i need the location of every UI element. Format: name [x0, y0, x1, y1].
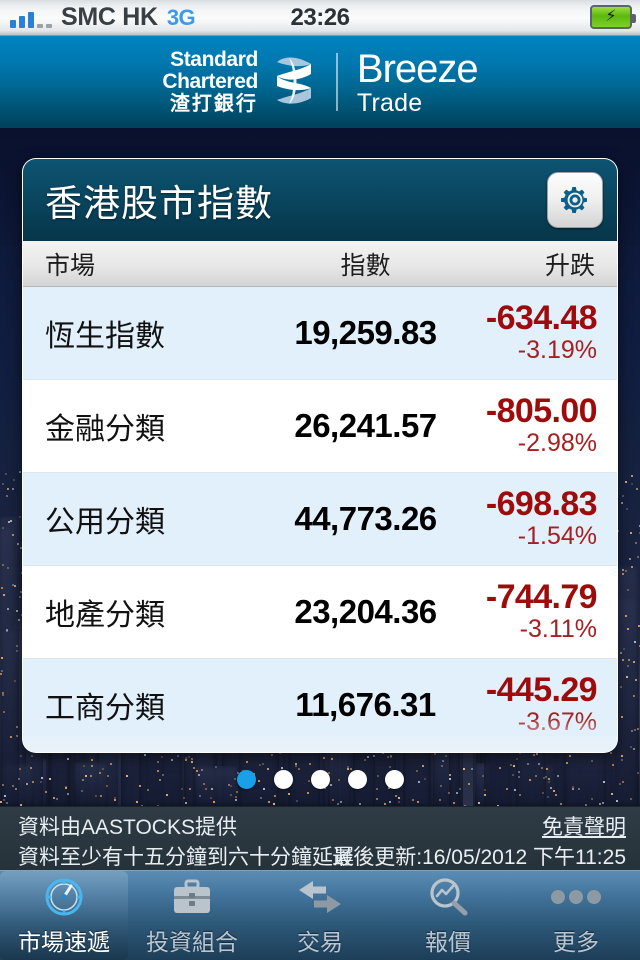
battery-charging-icon: ⚡: [590, 5, 636, 29]
tab-label: 報價: [425, 929, 471, 955]
footer-right: 免責聲明 最後更新:16/05/2012 下午11:25: [332, 813, 626, 873]
bank-name-line2: Chartered: [162, 69, 258, 93]
row-market-name: 公用分類: [45, 506, 165, 539]
signal-bars-icon: [10, 8, 52, 28]
row-change-value: -744.79: [485, 578, 598, 617]
indices-table: 恆生指數 19,259.83 -634.48 -3.19% 金融分類 26,241.57-…: [23, 287, 617, 752]
card-title-bar: 香港股市指數: [23, 159, 617, 241]
bottom-tab-bar: 市場速遞 投資組合 交易 報價 更多: [0, 870, 640, 960]
row-index-value: 26,241.57: [294, 407, 437, 444]
table-row[interactable]: 地產分類 23,204.36 -744.79 -3.11%: [23, 566, 617, 659]
row-change-percent: -3.11%: [519, 615, 597, 644]
column-header-change: 升跌: [544, 251, 595, 280]
table-row[interactable]: 恆生指數 19,259.83 -634.48 -3.19%: [23, 287, 617, 380]
gear-icon: [561, 187, 587, 213]
quote-search-icon: [426, 874, 470, 920]
bank-name-chinese: 渣打銀行: [169, 93, 258, 116]
status-bar-clock: 23:26: [290, 3, 350, 31]
product-name-line2: Trade: [356, 88, 423, 117]
settings-button[interactable]: [547, 172, 603, 228]
tab-label: 投資組合: [146, 929, 238, 955]
disclaimer-footer: 資料由AASTOCKS提供 資料至少有十五分鐘到六十分鐘延遲 免責聲明 最後更新…: [0, 806, 640, 870]
standard-chartered-mark-icon: [271, 52, 317, 112]
status-bar-right: ⚡: [590, 5, 636, 29]
row-index-value: 11,676.31: [295, 686, 436, 723]
page-title: 香港股市指數: [45, 183, 273, 224]
table-column-header: 市場 指數 升跌: [23, 241, 617, 287]
row-change-cell: -805.00 -2.98%: [473, 394, 617, 457]
row-change-percent: -1.54%: [517, 522, 597, 551]
tab-label: 市場速遞: [18, 929, 110, 955]
status-bar-left: SMC HK 3G: [0, 3, 196, 32]
briefcase-icon: [170, 874, 214, 920]
tab-more-dots[interactable]: 更多: [512, 871, 640, 960]
column-header-market: 市場: [45, 251, 96, 280]
page-dot[interactable]: [273, 770, 293, 789]
row-change-value: -634.48: [485, 299, 598, 338]
tab-briefcase[interactable]: 投資組合: [128, 871, 256, 960]
page-dot[interactable]: [347, 770, 367, 789]
row-change-cell: -744.79 -3.11%: [473, 580, 617, 643]
row-market-name: 地產分類: [45, 599, 165, 632]
data-source-line1: 資料由AASTOCKS提供: [18, 816, 237, 839]
tab-label: 更多: [553, 929, 599, 955]
last-update-text: 最後更新:16/05/2012 下午11:25: [332, 845, 626, 869]
carrier-name: SMC HK: [61, 3, 158, 31]
row-change-cell: -698.83 -1.54%: [473, 487, 617, 550]
tab-gauge[interactable]: 市場速遞: [0, 871, 128, 960]
data-delay-line2: 資料至少有十五分鐘到六十分鐘延遲: [18, 845, 354, 869]
gauge-icon: [42, 874, 86, 920]
more-dots-icon: [549, 874, 603, 920]
row-change-percent: -2.98%: [517, 429, 597, 458]
brand-logo: Standard Chartered 渣打銀行 Breeze Trade: [162, 46, 479, 117]
network-type: 3G: [166, 4, 196, 30]
logo-divider: [335, 53, 338, 111]
bank-name: Standard Chartered 渣打銀行: [162, 48, 258, 116]
tab-label: 交易: [297, 929, 343, 955]
row-index-value: 19,259.83: [294, 314, 437, 351]
row-market-name: 工商分類: [45, 692, 165, 725]
tab-quote-search[interactable]: 報價: [384, 871, 512, 960]
row-index-value: 44,773.26: [294, 500, 437, 537]
bank-name-line1: Standard: [170, 48, 258, 72]
row-change-cell: -445.29 -3.67%: [473, 673, 617, 736]
page-dot[interactable]: [236, 770, 256, 789]
row-change-cell: -634.48 -3.19%: [473, 301, 617, 364]
row-change-percent: -3.67%: [517, 708, 597, 737]
row-change-value: -698.83: [485, 485, 598, 524]
page-indicator[interactable]: [0, 770, 640, 789]
status-bar: SMC HK 3G 23:26 ⚡: [0, 0, 640, 36]
product-name: Breeze Trade: [356, 46, 479, 117]
row-change-value: -805.00: [485, 392, 598, 431]
page-dot[interactable]: [310, 770, 330, 789]
data-source-text: 資料由AASTOCKS提供 資料至少有十五分鐘到六十分鐘延遲: [18, 813, 354, 873]
row-market-name: 恆生指數: [45, 320, 165, 353]
tab-exchange-arrows[interactable]: 交易: [256, 871, 384, 960]
table-row[interactable]: 公用分類 44,773.26 -698.83 -1.54%: [23, 473, 617, 566]
row-market-name: 金融分類: [45, 413, 165, 446]
app-header: Standard Chartered 渣打銀行 Breeze Trade: [0, 36, 640, 128]
column-header-index: 指數: [340, 251, 391, 280]
table-row[interactable]: 工商分類 11,676.31 -445.29 -3.67%: [23, 659, 617, 752]
page-dot[interactable]: [384, 770, 404, 789]
disclaimer-link[interactable]: 免責聲明: [542, 816, 626, 839]
row-index-value: 23,204.36: [294, 593, 437, 630]
product-name-line1: Breeze: [356, 46, 479, 91]
row-change-percent: -3.19%: [517, 336, 597, 365]
row-change-value: -445.29: [485, 671, 598, 710]
table-row[interactable]: 金融分類 26,241.57 -805.00 -2.98%: [23, 380, 617, 473]
exchange-arrows-icon: [296, 874, 344, 920]
market-indices-card: 香港股市指數 市場 指數 升跌 恆生指數 19,259.83 -634.48 -3.1…: [22, 158, 618, 753]
